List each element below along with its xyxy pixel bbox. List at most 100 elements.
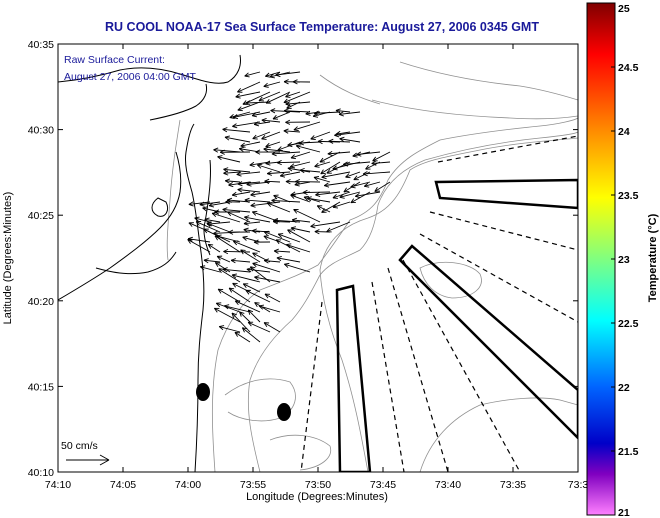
current-vector — [264, 180, 281, 183]
current-vector-head — [362, 171, 368, 175]
current-vector-head — [218, 268, 224, 270]
current-vector-head — [299, 140, 304, 144]
current-vector-head — [215, 302, 221, 308]
y-tick-label: 40:20 — [28, 296, 54, 308]
current-vector-head — [204, 217, 210, 220]
current-vector — [214, 307, 241, 323]
dashed-lines — [300, 135, 578, 472]
current-vector — [200, 266, 221, 273]
dashed-line-6 — [429, 211, 578, 251]
current-vector — [240, 141, 261, 147]
current-vector — [213, 149, 241, 153]
current-vector-head — [270, 110, 276, 114]
current-vector-head — [290, 194, 296, 196]
current-vector-head — [290, 227, 296, 232]
current-vector-head — [251, 211, 257, 216]
current-vector — [254, 276, 281, 283]
current-vector-head — [332, 206, 339, 209]
current-vector-head — [245, 102, 251, 106]
bathymetry-contour-5 — [399, 61, 578, 101]
current-vector-head — [254, 275, 260, 278]
bathymetry-contour-11 — [166, 119, 181, 261]
current-vector-head — [290, 226, 296, 229]
current-vector-head — [229, 287, 235, 290]
current-vector-head — [332, 203, 337, 208]
current-vector-head — [240, 142, 245, 147]
bathymetry-contour-6 — [371, 99, 578, 120]
current-vector — [271, 199, 301, 203]
colorbar-tick-label: 23.5 — [618, 190, 639, 202]
dashed-line-4 — [402, 259, 521, 472]
current-vector-head — [223, 172, 229, 176]
current-vector-head — [203, 258, 209, 261]
current-vector-head — [271, 151, 277, 155]
current-vector — [334, 131, 361, 136]
current-vector — [339, 111, 361, 115]
current-vector-head — [332, 168, 338, 171]
current-vector-head — [321, 174, 326, 178]
current-vector-head — [286, 243, 292, 245]
current-vector-head — [273, 248, 279, 252]
current-vector-head — [187, 236, 193, 240]
current-vector — [254, 121, 271, 125]
current-vector-head — [334, 134, 340, 138]
current-vector-head — [299, 169, 305, 174]
current-vector — [263, 148, 291, 153]
current-vector-head — [293, 126, 298, 131]
current-vector-head — [265, 75, 271, 78]
bathymetry-contour-2 — [247, 131, 578, 472]
current-vector-head — [223, 248, 229, 252]
coastline-island — [151, 197, 169, 217]
current-vector — [356, 151, 381, 156]
polygon-1 — [335, 284, 372, 472]
current-vector — [343, 161, 371, 165]
current-vector-head — [338, 113, 344, 117]
current-vector-head — [372, 156, 377, 162]
current-vector-head — [371, 163, 377, 166]
current-vector-head — [194, 217, 199, 222]
current-vector-head — [215, 262, 221, 264]
current-vector-head — [321, 176, 327, 180]
current-vector-head — [283, 81, 289, 85]
current-vector — [293, 121, 321, 131]
current-vector-head — [350, 183, 355, 188]
current-vector-head — [228, 184, 234, 188]
current-vector-head — [232, 123, 237, 127]
current-vector-head — [194, 216, 200, 219]
current-vector-head — [338, 111, 344, 115]
current-vector — [261, 131, 281, 140]
current-vector — [355, 191, 381, 197]
current-vector-head — [263, 86, 269, 88]
current-vector — [310, 131, 331, 140]
current-vector-head — [250, 205, 256, 208]
current-vector-head — [263, 322, 268, 327]
current-vector-head — [328, 140, 334, 144]
current-vector — [287, 167, 311, 173]
current-vector-head — [305, 110, 311, 115]
current-vector-head — [237, 189, 243, 193]
current-vector-head — [317, 138, 323, 142]
current-vector-head — [224, 135, 230, 138]
current-vector-head — [305, 113, 311, 116]
current-vector-head — [306, 197, 312, 202]
current-vector-head — [292, 79, 298, 83]
current-vector-head — [208, 243, 214, 246]
current-vector — [234, 331, 251, 343]
current-vector — [215, 262, 231, 273]
current-vector-head — [271, 198, 277, 201]
current-vector-head — [295, 181, 300, 185]
dashed-line-7 — [437, 135, 578, 163]
x-tick-label: 73:40 — [435, 479, 461, 491]
current-vector-head — [250, 191, 255, 196]
current-vector-head — [225, 178, 231, 182]
current-vector — [216, 302, 241, 313]
current-vector — [320, 161, 341, 175]
colorbar-ticks: 25 24.5 24 23.5 23 22.5 22 21.5 21 — [611, 2, 639, 518]
current-vector — [326, 221, 351, 233]
current-vector — [290, 194, 311, 203]
current-vector-head — [313, 176, 320, 178]
current-vector — [265, 141, 281, 148]
current-vector — [263, 81, 281, 87]
current-vector-head — [283, 128, 289, 132]
coastline-main — [185, 123, 205, 472]
